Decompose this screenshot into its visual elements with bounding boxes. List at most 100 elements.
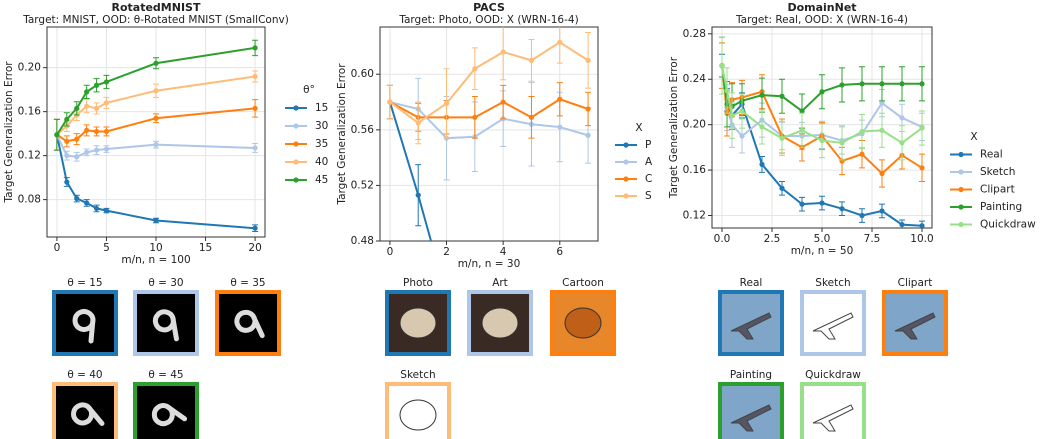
image-bg xyxy=(56,386,114,439)
plot-frame xyxy=(711,26,933,229)
x-axis-label: m/n, n = 100 xyxy=(121,254,190,266)
point xyxy=(799,201,805,207)
digit xyxy=(152,309,179,342)
x-tick-label: 10.0 xyxy=(910,233,933,245)
chart-subtitle: Target: Real, OOD: X (WRN-16-4) xyxy=(735,14,908,26)
point xyxy=(64,116,70,122)
thumbnail-label: Sketch xyxy=(815,277,850,289)
legend-marker xyxy=(958,151,964,158)
point xyxy=(729,112,735,119)
point xyxy=(919,223,925,228)
point xyxy=(54,132,60,138)
point xyxy=(74,105,80,111)
point xyxy=(500,49,506,55)
point xyxy=(719,63,725,69)
point xyxy=(899,115,905,121)
point xyxy=(724,87,730,94)
point xyxy=(779,135,785,141)
thumbnail-label: Real xyxy=(740,277,763,289)
y-tick-label: 0.16 xyxy=(18,106,42,118)
figure-shape xyxy=(564,307,602,339)
point xyxy=(252,225,258,231)
legend-label: 40 xyxy=(315,156,328,168)
y-axis-label: Target Generalization Error xyxy=(3,61,15,204)
y-tick-label: 0.20 xyxy=(18,62,41,74)
point xyxy=(153,88,159,94)
point xyxy=(500,99,506,105)
point xyxy=(84,89,90,95)
point xyxy=(93,128,100,135)
point xyxy=(557,96,563,102)
thumbnail-image xyxy=(804,294,862,352)
point xyxy=(252,45,258,51)
point xyxy=(103,146,110,152)
point xyxy=(64,153,70,159)
legend-label: 30 xyxy=(315,120,328,132)
y-tick-label: 0.28 xyxy=(683,28,706,40)
y-tick-label: 0.12 xyxy=(18,150,41,162)
y-tick-label: 0.48 xyxy=(351,235,374,247)
thumbnail-image xyxy=(554,294,612,352)
chart-title: DomainNet xyxy=(787,1,856,14)
point xyxy=(799,108,805,114)
y-tick-label: 0.52 xyxy=(351,179,374,191)
image-bg xyxy=(56,294,114,352)
y-tick-label: 0.16 xyxy=(683,164,707,176)
plane xyxy=(730,312,772,340)
legend-title: θ° xyxy=(303,84,315,96)
x-tick-label: 5.0 xyxy=(814,233,831,245)
point xyxy=(759,92,765,98)
point xyxy=(93,205,100,212)
point xyxy=(153,115,159,121)
legend-marker xyxy=(958,204,964,210)
thumbnail-label: θ = 30 xyxy=(148,277,183,289)
legend-label: P xyxy=(645,139,651,151)
legend-marker xyxy=(293,141,299,147)
plane xyxy=(812,312,854,340)
point xyxy=(779,93,785,99)
thumbnail-image xyxy=(56,386,114,439)
legend-title: X xyxy=(970,131,977,143)
legend-marker xyxy=(623,193,629,199)
thumbnail-image xyxy=(219,294,277,352)
chart-subtitle: Target: MNIST, OOD: θ-Rotated MNIST (Sma… xyxy=(22,14,289,26)
image-bg xyxy=(137,386,195,439)
y-tick-label: 0.56 xyxy=(351,124,375,136)
plot-area xyxy=(719,36,925,228)
plane xyxy=(894,312,936,340)
thumbnail-image xyxy=(886,294,944,352)
point xyxy=(93,147,100,153)
legend-marker xyxy=(958,169,964,175)
point xyxy=(859,151,865,157)
point xyxy=(153,142,159,148)
x-tick-label: 4 xyxy=(500,246,507,258)
legend-marker xyxy=(623,159,629,165)
point xyxy=(252,73,258,80)
thumbnail-image xyxy=(722,386,780,439)
thumbnail-label: θ = 45 xyxy=(148,369,183,381)
thumbnail-label: θ = 15 xyxy=(67,277,102,289)
x-tick-label: 7.5 xyxy=(864,233,881,245)
thumbnail-label: Photo xyxy=(403,277,433,289)
x-tick-label: 6 xyxy=(556,246,563,258)
point xyxy=(839,82,845,88)
image-bg xyxy=(219,294,277,352)
legend-marker xyxy=(958,221,964,228)
point xyxy=(799,127,805,133)
point xyxy=(84,200,90,206)
legend-title: X xyxy=(635,122,642,134)
point xyxy=(472,114,478,120)
thumbnail-label: θ = 35 xyxy=(230,277,265,289)
point xyxy=(415,120,421,126)
x-tick-label: 0 xyxy=(54,242,61,254)
point xyxy=(103,208,110,214)
x-tick-label: 0 xyxy=(387,246,394,258)
point xyxy=(899,81,905,87)
plane xyxy=(730,404,772,432)
thumbnail-label: Art xyxy=(492,277,508,289)
point xyxy=(779,185,785,191)
chart-title: RotatedMNIST xyxy=(112,1,201,14)
y-tick-label: 0.24 xyxy=(683,73,707,85)
legend-label: 35 xyxy=(315,138,328,150)
x-tick-label: 2.5 xyxy=(764,233,781,245)
